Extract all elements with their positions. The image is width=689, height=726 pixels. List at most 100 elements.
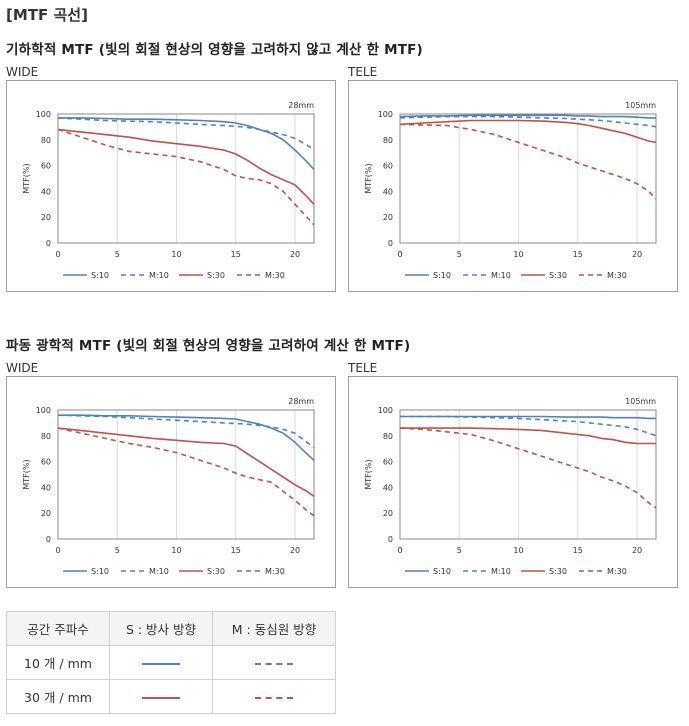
header-spatial-frequency: 공간 주파수 [6,611,110,646]
x-tick-label: 5 [457,250,462,259]
legend-label-s30: S:30 [549,271,567,280]
series-line-m10 [57,117,315,151]
tele-label: TELE [348,361,378,375]
section-title-geometric: 기하학적 MTF (빛의 회절 현상의 영향을 고려하지 않고 계산 한 MTF… [6,42,423,58]
series-line-s30 [57,427,315,498]
legend-label-s10: S:10 [91,271,109,280]
chart-panel-wave-tele: 0 5 10 15 20 0 20 40 60 80 100 MTF(%) 105mm S:10 M:10 S… [348,376,678,588]
x-tick-label: 5 [457,546,462,555]
y-tick-label: 100 [36,110,51,119]
series-line-s30 [400,427,656,445]
y-tick-label: 20 [41,213,51,222]
legend-label-s30: S:30 [549,567,567,576]
legend-table-row: 30 개 / mm [6,679,336,714]
series-line-s10 [399,114,656,119]
line-sample-s10 [142,662,180,665]
section-title-wave: 파동 광학적 MTF (빛의 회절 현상의 영향을 고려하여 계산 한 MTF) [6,338,411,354]
y-tick-label: 0 [46,239,51,248]
focal-length-label: 105mm [625,397,656,406]
y-tick-label: 60 [383,162,393,171]
series-line-s30 [399,119,657,144]
legend-label-m10: M:10 [149,567,169,576]
x-tick-label: 10 [171,250,181,259]
x-tick-label: 0 [397,250,402,259]
wide-label: WIDE [6,361,39,375]
focal-length-label: 28mm [288,101,314,110]
plot-area [399,113,657,244]
y-tick-label: 0 [46,535,51,544]
y-axis-label: MTF(%) [364,163,373,193]
y-tick-label: 80 [383,432,393,441]
y-tick-label: 80 [383,136,393,145]
y-tick-label: 60 [41,162,51,171]
x-tick-label: 15 [573,546,583,555]
x-tick-label: 20 [632,546,642,555]
x-tick-label: 15 [573,250,583,259]
legend-label-s30: S:30 [207,567,225,576]
legend-label-s10: S:10 [433,271,451,280]
series-line-s30 [57,128,315,205]
series-line-m10 [57,414,315,449]
y-tick-label: 20 [383,509,393,518]
x-tick-label: 10 [513,546,523,555]
mtf-chart-wave-wide: 0 5 10 15 20 0 20 40 60 80 100 MTF(%) 28mm S:10 M:10 S:… [22,397,315,576]
mtf-chart-geometric-tele: 0 5 10 15 20 0 20 40 60 80 100 MTF(%) 105mm S:10 M:10 S… [364,101,657,280]
y-tick-label: 20 [383,213,393,222]
x-tick-label: 20 [290,546,300,555]
focal-length-label: 105mm [625,101,656,110]
plot-area [57,409,315,540]
focal-length-label: 28mm [288,397,314,406]
line-sample-m30 [255,696,293,699]
y-axis-label: MTF(%) [22,459,31,489]
mtf-chart-geometric-wide: 0 5 10 15 20 0 20 40 60 80 100 MTF(%) 28mm S:10 M:10 S:… [22,101,315,280]
series-line-m30 [399,123,657,200]
legend-table-header: 공간 주파수 S : 방사 방향 M : 동심원 방향 [6,611,336,646]
frequency-legend-table: 공간 주파수 S : 방사 방향 M : 동심원 방향 10 개 / mm 30… [6,611,336,714]
series-line-s10 [58,117,315,171]
y-axis-label: MTF(%) [22,163,31,193]
row-label-10: 10 개 / mm [6,645,110,680]
x-tick-label: 0 [55,250,60,259]
chart-panel-geometric-tele: 0 5 10 15 20 0 20 40 60 80 100 MTF(%) 105mm S:10 M:10 S… [348,80,678,292]
y-tick-label: 0 [388,239,393,248]
y-tick-label: 80 [41,432,51,441]
series-line-m30 [57,128,315,226]
line-sample-m10 [255,662,293,665]
legend-label-m10: M:10 [491,567,511,576]
series-line-m10 [400,415,657,437]
y-tick-label: 40 [383,483,393,492]
tele-label: TELE [348,65,378,79]
legend-label-m30: M:30 [607,271,627,280]
x-tick-label: 20 [290,250,300,259]
x-tick-label: 15 [231,546,241,555]
x-tick-label: 5 [115,546,120,555]
x-tick-label: 0 [55,546,60,555]
legend-label-m30: M:30 [265,271,285,280]
chart-panel-geometric-wide: 0 5 10 15 20 0 20 40 60 80 100 MTF(%) 28mm S:10 M:10 S:… [6,80,336,292]
legend-label-s30: S:30 [207,271,225,280]
y-tick-label: 20 [41,509,51,518]
y-tick-label: 0 [388,535,393,544]
legend-label-m10: M:10 [491,271,511,280]
y-tick-label: 40 [383,187,393,196]
y-tick-label: 60 [41,458,51,467]
plot-area [399,409,657,540]
series-line-s10 [400,415,656,420]
x-tick-label: 15 [231,250,241,259]
row-label-30: 30 개 / mm [6,679,110,714]
legend-label-m10: M:10 [149,271,169,280]
y-tick-label: 40 [41,187,51,196]
series-line-s10 [58,414,315,461]
y-tick-label: 100 [378,406,393,415]
plot-area [57,113,315,244]
y-tick-label: 40 [41,483,51,492]
chart-panel-wave-wide: 0 5 10 15 20 0 20 40 60 80 100 MTF(%) 28mm S:10 M:10 S:… [6,376,336,588]
x-tick-label: 20 [632,250,642,259]
x-tick-label: 10 [513,250,523,259]
legend-label-m30: M:30 [265,567,285,576]
x-tick-label: 0 [397,546,402,555]
y-axis-label: MTF(%) [364,459,373,489]
y-tick-label: 100 [378,110,393,119]
wide-label: WIDE [6,65,39,79]
mtf-chart-wave-tele: 0 5 10 15 20 0 20 40 60 80 100 MTF(%) 105mm S:10 M:10 S… [364,397,657,576]
